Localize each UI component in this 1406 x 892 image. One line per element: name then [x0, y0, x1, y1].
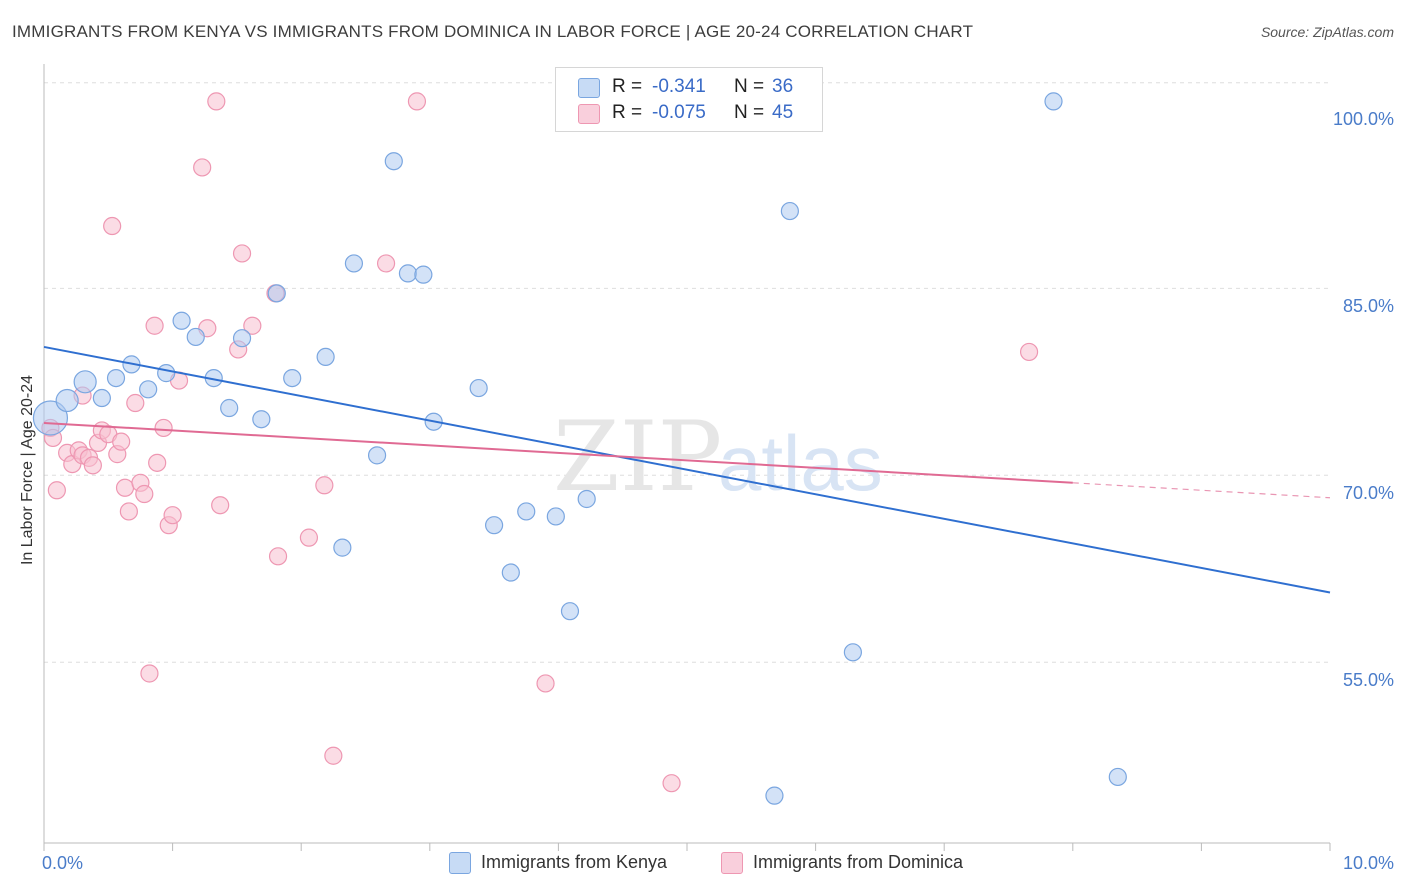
kenya-point: [220, 398, 239, 418]
dominica-point: [299, 528, 319, 547]
kenya-r-label: R =: [612, 76, 643, 97]
kenya-point: [384, 152, 403, 171]
dominica-point: [211, 496, 230, 515]
watermark: ZIP atlas: [553, 401, 883, 513]
dominica-point: [145, 316, 164, 335]
legend-kenya-swatch: [449, 852, 471, 874]
dominica-swatch: [578, 104, 600, 124]
dominica-point: [47, 481, 66, 500]
legend-dominica-swatch: [721, 852, 743, 874]
kenya-r-value: -0.341: [652, 76, 706, 97]
series-dominica-points: [41, 92, 1039, 793]
kenya-point: [32, 400, 69, 436]
kenya-n-value: 36: [772, 76, 794, 97]
y-tick-label: 70.0%: [1342, 483, 1394, 504]
dominica-point: [140, 664, 159, 683]
dominica-point: [193, 158, 212, 177]
y-tick-label: 85.0%: [1342, 296, 1394, 317]
dominica-point: [126, 393, 145, 413]
kenya-point: [232, 329, 252, 348]
dominica-point: [324, 746, 343, 765]
legend-dominica-label: Immigrants from Dominica: [753, 852, 964, 872]
kenya-point: [157, 364, 176, 383]
dominica-point: [1019, 342, 1039, 362]
dominica-point: [243, 316, 262, 335]
kenya-point: [186, 327, 205, 347]
dominica-point: [135, 484, 154, 504]
source-label: Source: ZipAtlas.com: [1260, 24, 1394, 40]
dominica-point: [103, 216, 122, 236]
kenya-point: [843, 643, 862, 662]
dominica-point: [115, 478, 135, 497]
y-tick-label: 55.0%: [1342, 670, 1394, 691]
kenya-point: [139, 380, 158, 399]
kenya-point: [316, 347, 335, 367]
kenya-swatch: [578, 78, 600, 98]
dominica-point: [376, 254, 396, 273]
kenya-n-label: N =: [734, 76, 765, 97]
kenya-point: [267, 284, 286, 303]
dominica-r-value: -0.075: [652, 102, 706, 123]
kenya-point: [501, 563, 520, 582]
kenya-point: [1044, 92, 1063, 111]
kenya-point: [560, 602, 580, 621]
kenya-point: [546, 507, 565, 526]
kenya-point: [333, 538, 352, 557]
dominica-point: [536, 674, 555, 693]
dominica-point: [315, 476, 334, 495]
y-tick-label: 100.0%: [1332, 109, 1394, 130]
kenya-point: [172, 311, 191, 330]
kenya-trend-line: [43, 345, 1331, 594]
kenya-point: [367, 446, 387, 465]
trend-lines: [43, 345, 1331, 594]
dominica-point: [83, 456, 102, 475]
kenya-point: [485, 516, 504, 535]
dominica-point: [662, 774, 681, 793]
dominica-r-label: R =: [612, 102, 643, 123]
kenya-point: [92, 388, 111, 408]
dominica-point: [163, 506, 182, 525]
kenya-point: [283, 368, 302, 388]
kenya-point: [577, 489, 596, 509]
axes: [43, 64, 1331, 851]
kenya-point: [55, 388, 79, 413]
chart-title: IMMIGRANTS FROM KENYA VS IMMIGRANTS FROM…: [12, 22, 974, 41]
x-tick-label: 0.0%: [42, 853, 84, 873]
kenya-point: [252, 410, 271, 429]
kenya-point: [73, 370, 97, 394]
kenya-point: [469, 378, 488, 398]
kenya-point: [414, 265, 433, 284]
dominica-n-value: 45: [772, 102, 794, 123]
legend-kenya-label: Immigrants from Kenya: [481, 852, 668, 872]
dominica-n-label: N =: [734, 102, 765, 123]
kenya-point: [344, 254, 364, 273]
x-tick-label: 10.0%: [1342, 853, 1394, 873]
gridlines: [44, 82, 1330, 663]
dominica-point: [154, 418, 173, 438]
kenya-point: [517, 502, 536, 521]
kenya-point: [1108, 767, 1127, 787]
dominica-trend-extension: [1072, 482, 1331, 499]
y-axis-label: In Labor Force | Age 20-24: [19, 374, 36, 566]
dominica-point: [268, 547, 288, 566]
kenya-point: [780, 201, 799, 221]
dominica-point: [207, 92, 226, 111]
kenya-point: [765, 786, 784, 805]
dominica-point: [232, 244, 252, 263]
kenya-point: [106, 368, 126, 388]
dominica-point: [148, 453, 167, 472]
dominica-point: [119, 502, 138, 521]
series-kenya-points: [32, 92, 1127, 805]
dominica-point: [407, 92, 427, 111]
dominica-point: [112, 432, 131, 451]
dominica-trend-line: [43, 421, 1073, 484]
stats-box: R = -0.341 N = 36 R = -0.075 N = 45: [555, 67, 823, 132]
kenya-point: [398, 264, 418, 283]
